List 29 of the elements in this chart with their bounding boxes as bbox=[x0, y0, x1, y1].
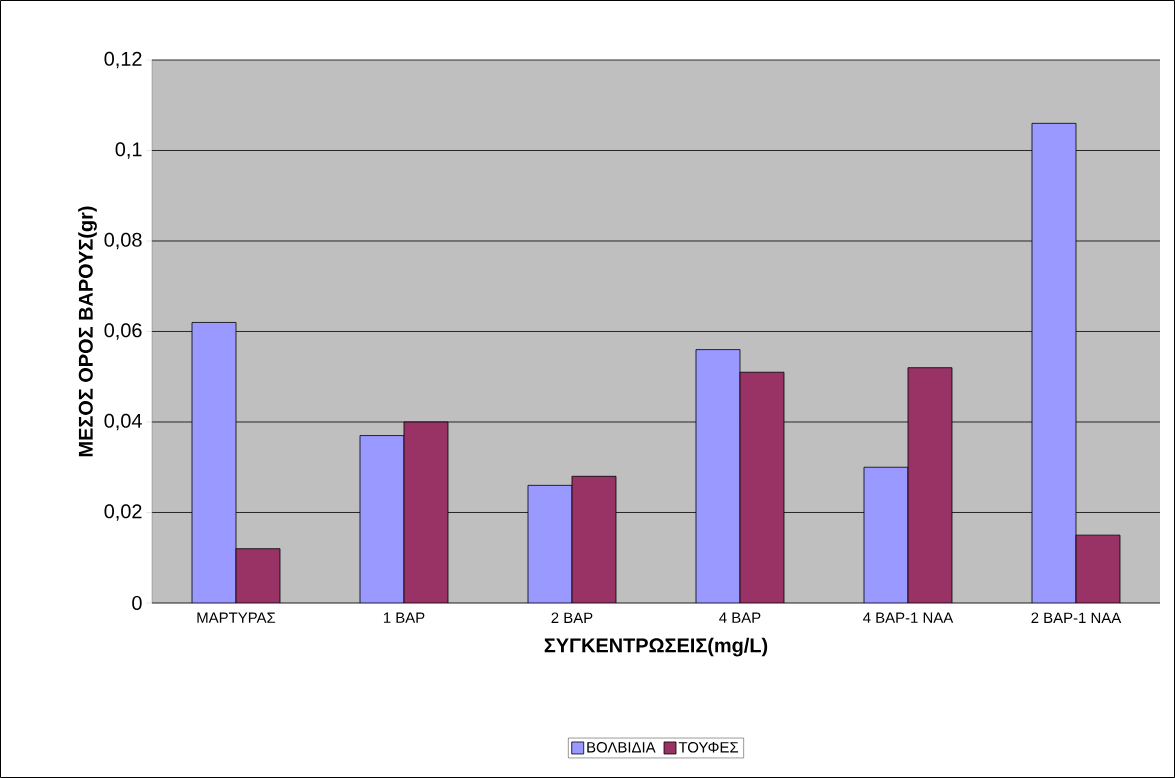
legend-label: ΒΟΛΒΙΔΙΑ bbox=[587, 742, 656, 753]
y-tick-label: 0,06 bbox=[104, 323, 142, 340]
y-tick-label: 0,08 bbox=[104, 232, 142, 250]
y-tick-label: 0 bbox=[132, 595, 142, 611]
x-tick-label: 4 BAP-1 NAA bbox=[863, 612, 954, 623]
bar bbox=[739, 371, 785, 603]
bar bbox=[1075, 534, 1121, 603]
x-tick-label: 2 BAP-1 NAA bbox=[1031, 612, 1122, 623]
bar bbox=[527, 484, 573, 603]
legend-label: ΤΟΥΦΕΣ bbox=[678, 742, 739, 753]
bar bbox=[235, 548, 281, 603]
bar bbox=[863, 466, 909, 603]
bar bbox=[191, 322, 237, 603]
x-tick-label: ΜΑΡΤΥΡΑΣ bbox=[197, 612, 276, 623]
y-axis-title: ΜΕΣΟΣ ΟΡΟΣ ΒΑΡΟΥΣ(gr) bbox=[78, 206, 97, 457]
x-tick-label: 2 BAP bbox=[551, 612, 593, 623]
bar bbox=[907, 367, 953, 603]
x-tick-label: 1 BAP bbox=[383, 612, 425, 623]
bar bbox=[359, 435, 405, 603]
bar bbox=[1031, 122, 1077, 603]
bar bbox=[403, 421, 449, 603]
y-tick-label: 0,1 bbox=[115, 142, 142, 159]
x-tick-label: 4 BAP bbox=[719, 612, 761, 623]
y-tick-label: 0,04 bbox=[104, 413, 142, 431]
bar bbox=[571, 475, 617, 603]
bar bbox=[695, 349, 741, 603]
y-tick-label: 0,12 bbox=[104, 51, 142, 69]
x-axis-title: ΣΥΓΚΕΝΤΡΩΣΕΙΣ(mg/L) bbox=[544, 637, 768, 657]
y-tick-label: 0,02 bbox=[104, 504, 142, 521]
